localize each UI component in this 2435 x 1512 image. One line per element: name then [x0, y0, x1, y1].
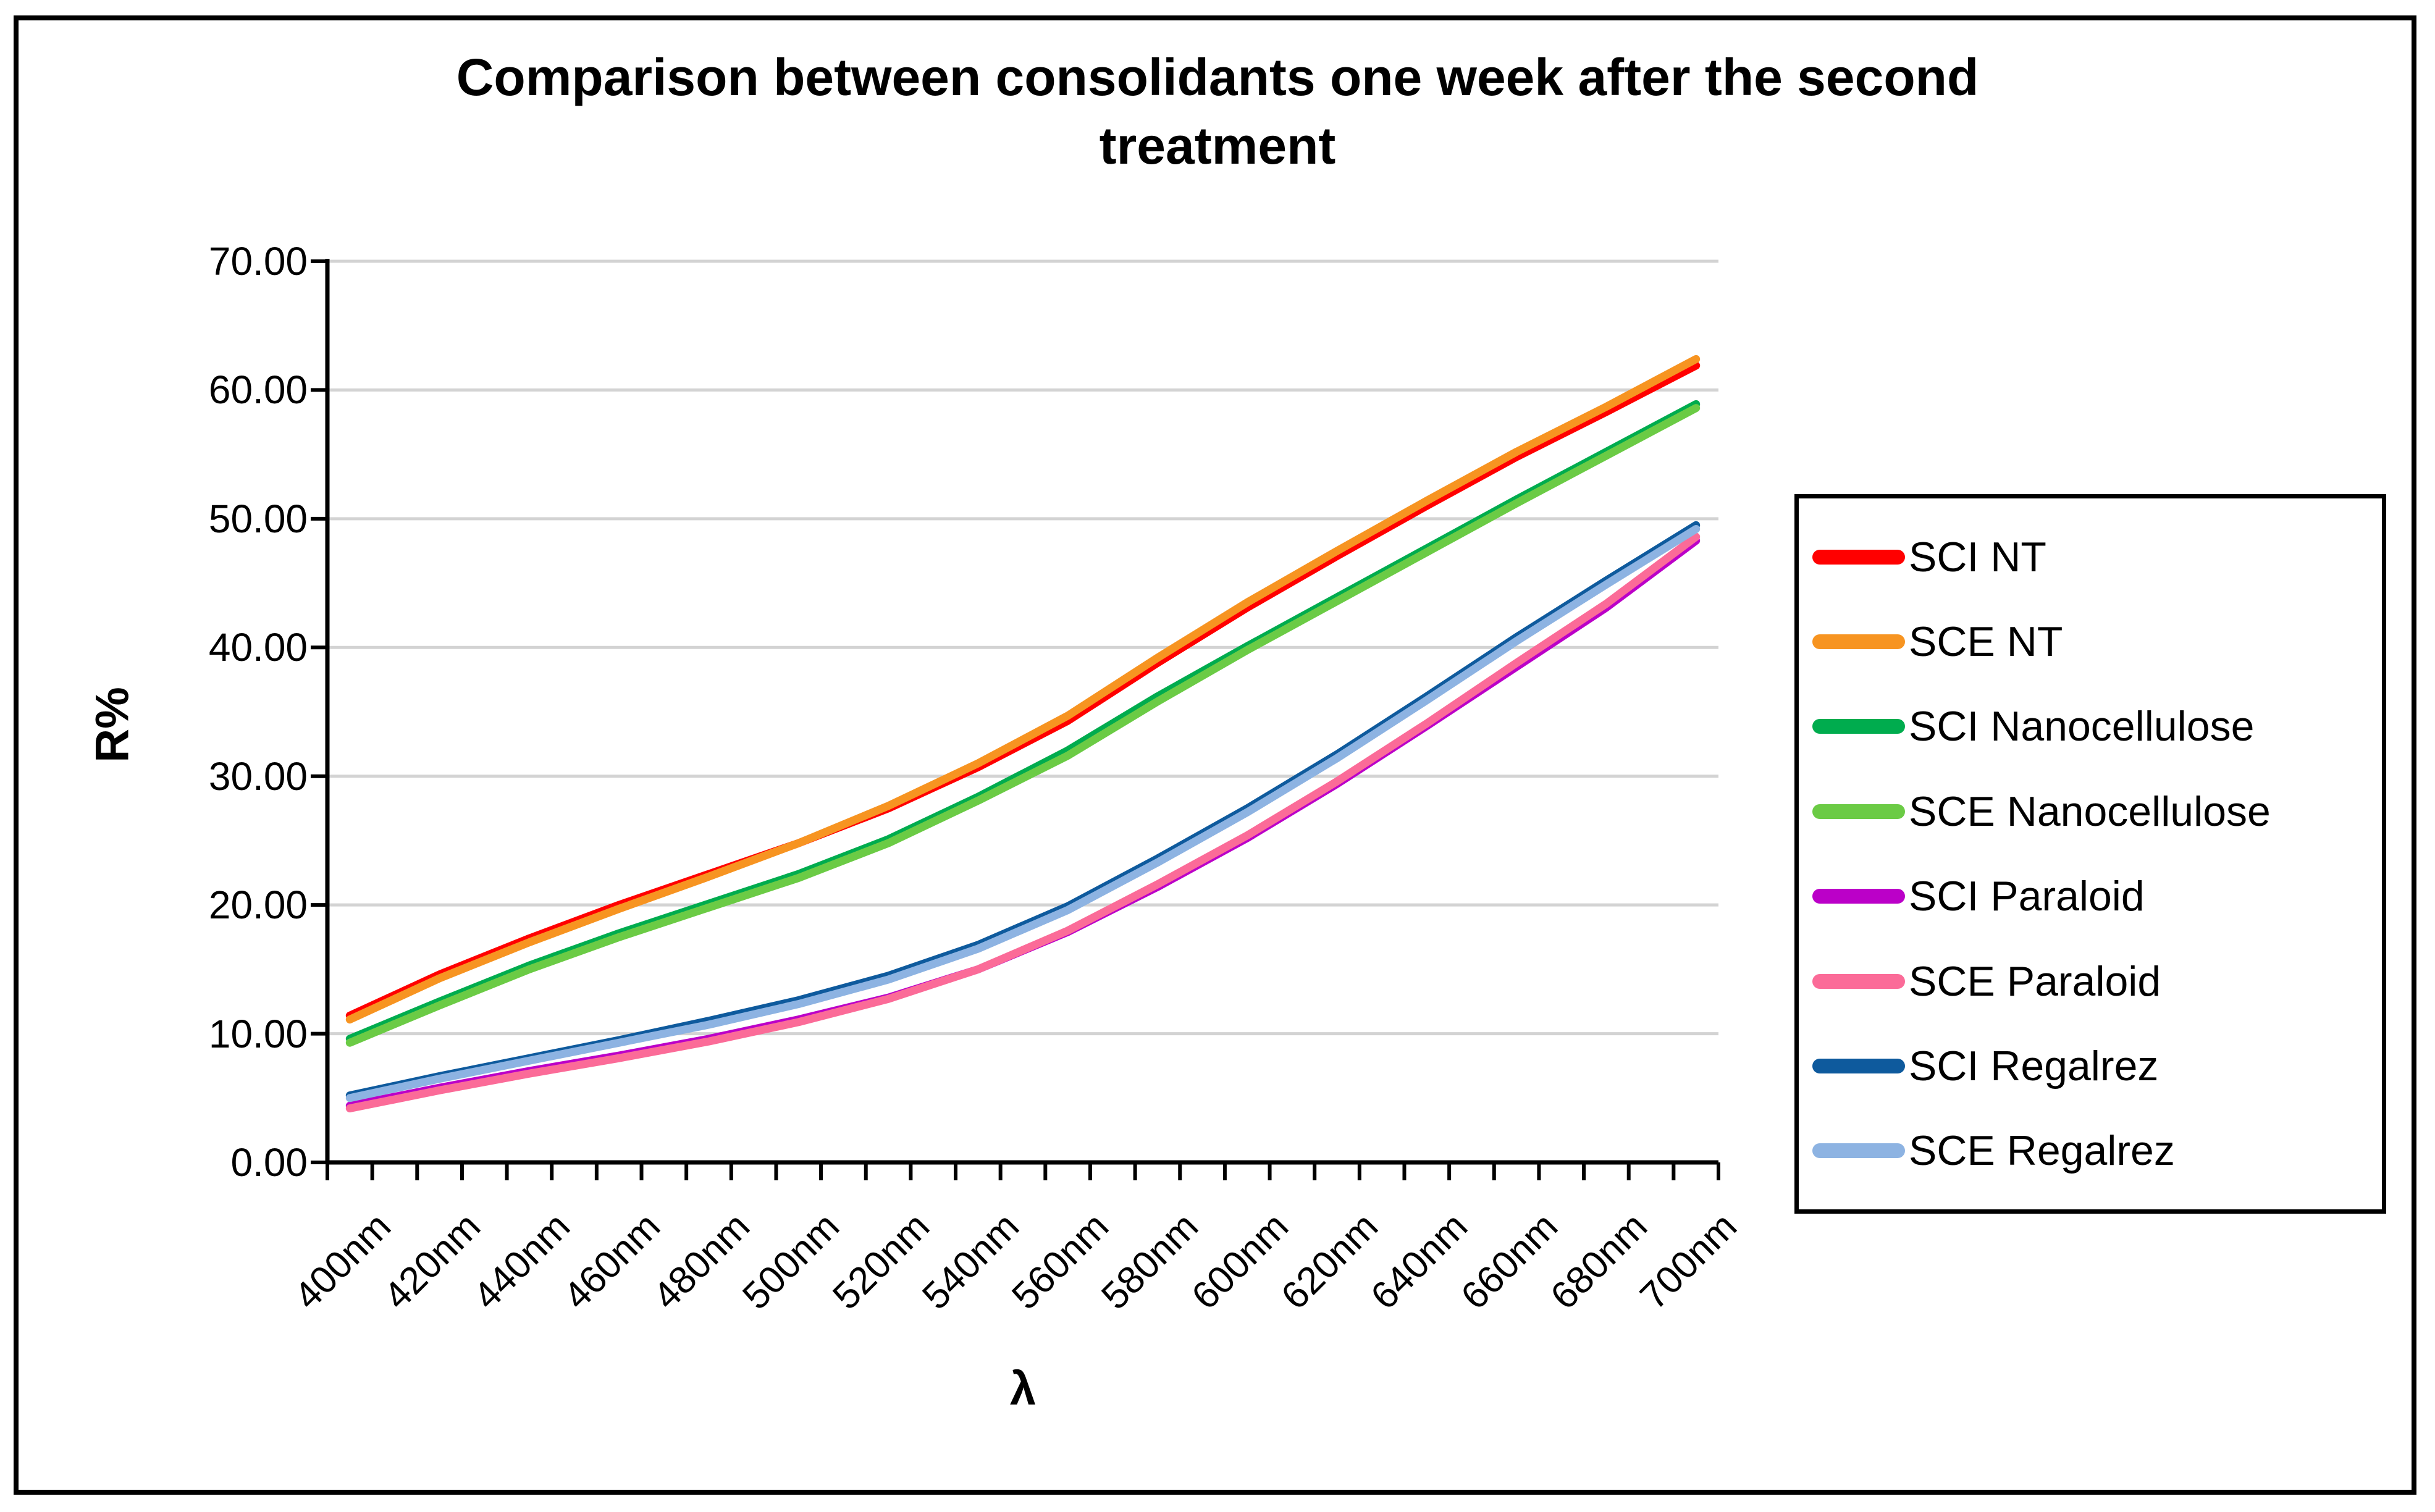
legend: SCI NT SCE NT SCI Nanocellulose SCE Nanocel… [1794, 494, 2386, 1214]
legend-line-swatch [1812, 804, 1905, 819]
series-line-sce-nt [345, 355, 1701, 1024]
legend-label: SCI Regalrez [1909, 1042, 2159, 1090]
legend-label: SCI Paraloid [1909, 873, 2145, 920]
y-axis-label: R% [86, 687, 139, 763]
series-line-sci-regalrez [345, 521, 1701, 1100]
y-axis-tick-label: 70.00 [208, 239, 308, 284]
chart-title: Comparison between consolidants one week… [456, 48, 1979, 175]
series-line-sci-paraloid [345, 536, 1701, 1110]
y-axis-tick-label: 20.00 [208, 883, 308, 928]
legend-line-swatch [1812, 719, 1905, 734]
y-axis-tick-label: 10.00 [208, 1011, 308, 1056]
series-line-sci-nanocellulose [345, 400, 1701, 1043]
x-axis-label: λ [1009, 1363, 1037, 1415]
series-line-sce-paraloid [345, 532, 1701, 1112]
legend-item-sci-regalrez: SCI Regalrez [1812, 1042, 2382, 1090]
y-axis-tick-label: 0.00 [230, 1140, 308, 1185]
y-axis-tick-label: 60.00 [208, 368, 308, 413]
y-axis-tick-label: 30.00 [208, 754, 308, 799]
legend-label: SCI Nanocellulose [1909, 703, 2255, 750]
legend-item-sce-nt: SCE NT [1812, 618, 2382, 666]
legend-line-swatch [1812, 1058, 1905, 1073]
series-line-sce-nanocellulose [345, 404, 1701, 1047]
y-axis-tick-label: 50.00 [208, 496, 308, 541]
legend-item-sce-paraloid: SCE Paraloid [1812, 957, 2382, 1006]
series-line-sce-regalrez [345, 525, 1701, 1102]
legend-line-swatch [1812, 549, 1905, 565]
legend-line-swatch [1812, 889, 1905, 904]
legend-line-swatch [1812, 973, 1905, 989]
y-axis-tick-label: 40.00 [208, 625, 308, 670]
legend-item-sci-paraloid: SCI Paraloid [1812, 872, 2382, 920]
legend-item-sce-regalrez: SCE Regalrez [1812, 1127, 2382, 1175]
legend-label: SCI NT [1909, 533, 2046, 581]
legend-label: SCE NT [1909, 618, 2063, 666]
legend-line-swatch [1812, 1143, 1905, 1159]
legend-label: SCE Nanocellulose [1909, 788, 2271, 835]
legend-label: SCE Paraloid [1909, 957, 2161, 1005]
legend-label: SCE Regalrez [1909, 1127, 2175, 1175]
legend-line-swatch [1812, 634, 1905, 650]
legend-item-sce-nanocellulose: SCE Nanocellulose [1812, 788, 2382, 836]
legend-item-sci-nt: SCI NT [1812, 533, 2382, 581]
figure-border [14, 15, 2416, 1495]
legend-item-sci-nanocellulose: SCI Nanocellulose [1812, 702, 2382, 750]
